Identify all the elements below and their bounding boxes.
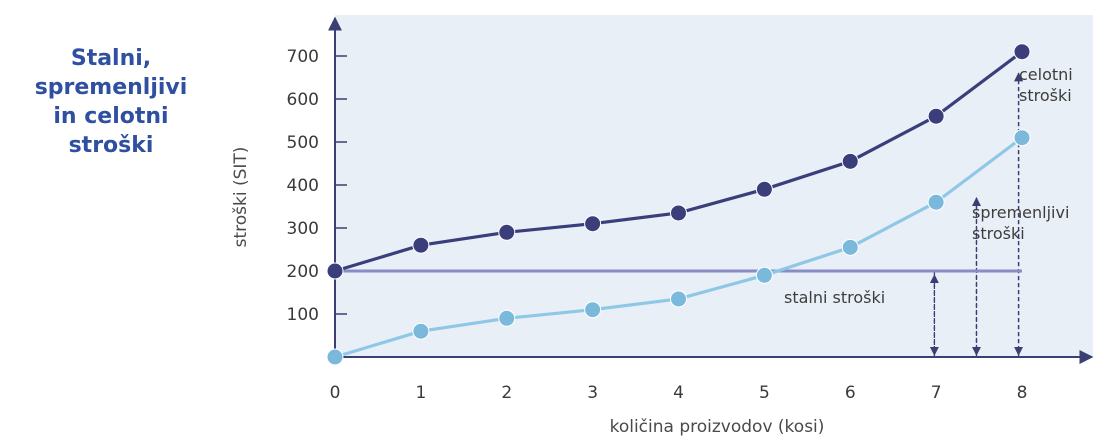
total-cost-point [927, 107, 945, 125]
x-tick-label: 6 [845, 383, 856, 403]
total-cost-point [670, 204, 687, 222]
y-tick-label: 600 [287, 90, 319, 110]
y-axis-label: stroški (SIT) [231, 147, 251, 248]
variable-cost-point [498, 309, 516, 327]
x-tick-label: 5 [759, 383, 770, 403]
variable-cost-point [1013, 129, 1031, 147]
total-cost-point [755, 180, 773, 198]
total-cost-point [412, 236, 430, 254]
total-cost-label: stroški [1019, 86, 1072, 105]
total-cost-point [841, 152, 859, 170]
variable-cost-point [927, 193, 945, 211]
total-cost-point [584, 215, 602, 233]
variable-cost-point [584, 301, 602, 319]
x-tick-label: 4 [673, 383, 684, 403]
variable-cost-point [412, 322, 430, 340]
variable-cost-label: stroški [972, 224, 1025, 243]
x-tick-label: 1 [415, 383, 426, 403]
y-tick-label: 500 [287, 133, 319, 153]
total-cost-point [498, 223, 516, 241]
total-cost-point [326, 262, 344, 280]
side-title: Stalni, spremenljivi in celotni stroški [0, 44, 222, 160]
y-tick-label: 300 [287, 219, 319, 239]
variable-cost-label: spremenljivi [972, 203, 1069, 222]
y-tick-label: 100 [287, 305, 319, 325]
total-cost-point [1013, 43, 1031, 61]
variable-cost-point [755, 266, 773, 284]
side-title-line-3: in celotni [53, 104, 169, 129]
variable-cost-point [670, 290, 687, 308]
side-title-line-2: spremenljivi [34, 75, 188, 100]
y-tick-label: 700 [287, 47, 319, 67]
x-tick-label: 8 [1017, 383, 1028, 403]
x-tick-label: 0 [330, 383, 341, 403]
side-title-line-1: Stalni, [70, 46, 152, 71]
side-title-line-4: stroški [68, 133, 154, 158]
x-tick-label: 7 [931, 383, 942, 403]
x-tick-label: 2 [501, 383, 512, 403]
y-tick-label: 200 [287, 262, 319, 282]
total-cost-label: celotni [1019, 65, 1073, 84]
variable-cost-point [841, 238, 859, 256]
y-tick-label: 400 [287, 176, 319, 196]
plot-background [335, 15, 1093, 357]
x-tick-label: 3 [587, 383, 598, 403]
fixed-cost-label: stalni stroški [784, 288, 885, 307]
x-axis-label: količina proizvodov (kosi) [610, 417, 825, 437]
variable-cost-point [326, 348, 344, 366]
